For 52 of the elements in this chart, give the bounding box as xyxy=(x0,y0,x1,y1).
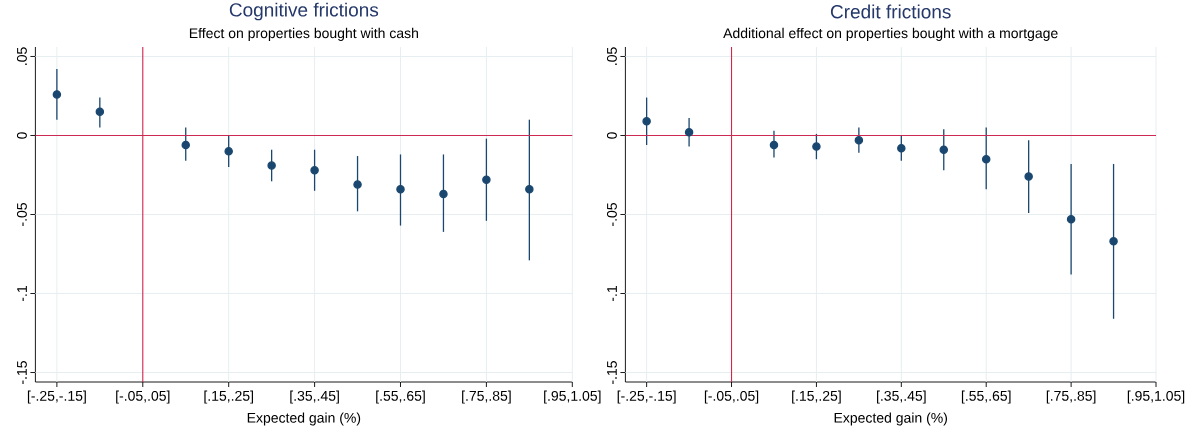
point xyxy=(267,161,276,170)
point xyxy=(642,117,651,126)
x-tick-label: [-.05,.05] xyxy=(704,390,759,404)
point xyxy=(353,180,362,189)
x-tick-label: [.95,1.05] xyxy=(1127,390,1185,404)
x-tick-label: [-.25,-.15] xyxy=(27,390,86,404)
chart-title: Cognitive frictions xyxy=(229,2,379,21)
chart-subtitle: Additional effect on properties bought with a mortgage xyxy=(723,27,1058,41)
x-tick-label: [.95,1.05] xyxy=(544,390,601,404)
x-tick-label: [.35,.45] xyxy=(877,390,926,404)
y-tick-label: 0 xyxy=(606,132,617,139)
point xyxy=(1024,172,1033,181)
x-tick-label: [.15,.25] xyxy=(792,390,841,404)
x-tick-label: [.55,.65] xyxy=(961,390,1011,404)
x-tick-label: [.75,.85] xyxy=(462,390,511,404)
point xyxy=(897,143,906,153)
y-tick-label: -.1 xyxy=(17,286,27,302)
point xyxy=(812,142,821,151)
point xyxy=(1066,214,1076,224)
point xyxy=(1109,237,1118,246)
point xyxy=(981,154,991,164)
x-tick-label: [.35,.45] xyxy=(290,390,339,404)
y-tick-label: .05 xyxy=(606,47,617,65)
x-tick-label: [.75,.85] xyxy=(1046,390,1096,404)
point xyxy=(525,184,534,194)
x-tick-label: [.15,.25] xyxy=(204,390,253,404)
y-tick-label: .05 xyxy=(16,47,27,65)
chart-subtitle: Effect on properties bought with cash xyxy=(189,27,418,41)
y-tick-label: -.05 xyxy=(606,203,617,226)
chart-title: Credit frictions xyxy=(830,4,951,19)
y-tick-label: -.15 xyxy=(17,361,27,384)
y-tick-label: -.05 xyxy=(16,203,27,226)
x-tick-label: [.55,.65] xyxy=(376,390,425,404)
point xyxy=(769,140,779,150)
point xyxy=(482,175,491,184)
y-tick-label: -.15 xyxy=(607,361,617,384)
x-axis-title: Expected gain (%) xyxy=(834,412,948,426)
y-tick-label: 0 xyxy=(16,132,27,139)
point xyxy=(95,107,105,117)
point xyxy=(52,90,62,99)
x-tick-label: [-.25,-.15] xyxy=(617,390,676,404)
point xyxy=(684,128,694,137)
point xyxy=(181,140,190,150)
point xyxy=(854,135,864,145)
point xyxy=(439,189,448,199)
point xyxy=(396,184,405,194)
x-axis-title: Expected gain (%) xyxy=(247,412,361,426)
point xyxy=(939,145,949,154)
point xyxy=(310,166,319,175)
point xyxy=(224,147,233,156)
x-tick-label: [-.05,.05] xyxy=(116,390,170,404)
y-tick-label: -.1 xyxy=(607,286,617,302)
